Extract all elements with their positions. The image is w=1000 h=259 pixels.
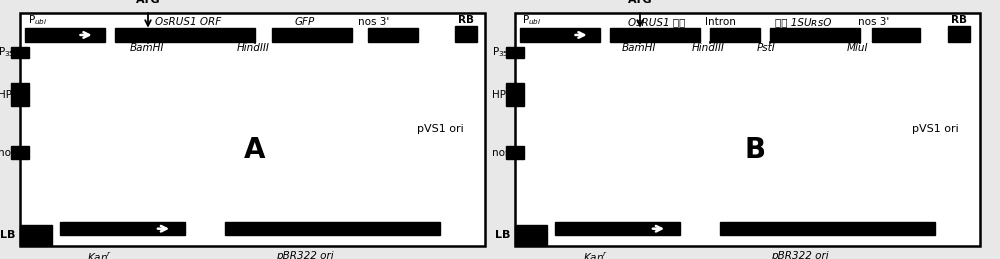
Text: LB: LB [0, 230, 15, 240]
Bar [115, 28, 255, 42]
Bar [368, 28, 418, 42]
Text: Intron: Intron [705, 17, 736, 27]
Text: HindIII: HindIII [692, 43, 725, 53]
Text: Kan$^{r}$: Kan$^{r}$ [87, 251, 113, 259]
Text: GFP: GFP [295, 17, 315, 27]
Text: RB: RB [458, 15, 474, 25]
Bar [515, 13, 980, 246]
Bar [11, 146, 29, 159]
Text: BamHI: BamHI [622, 43, 656, 53]
Bar [770, 28, 860, 42]
Text: nos 3': nos 3' [858, 17, 889, 27]
Bar [25, 28, 105, 42]
Bar [272, 28, 352, 42]
Bar [506, 146, 524, 159]
Bar [610, 28, 700, 42]
Text: PstI: PstI [757, 43, 776, 53]
Text: HindIII: HindIII [237, 43, 270, 53]
Bar [555, 222, 680, 235]
Text: pBR322 ori: pBR322 ori [276, 251, 334, 259]
Text: ATG: ATG [136, 0, 160, 5]
Text: LB: LB [495, 230, 510, 240]
Bar [948, 26, 970, 42]
Text: nos 3': nos 3' [358, 17, 389, 27]
Text: RB: RB [951, 15, 967, 25]
Text: pVS1 ori: pVS1 ori [912, 125, 958, 134]
Bar [20, 13, 485, 246]
Text: ATG: ATG [628, 0, 652, 5]
Bar [506, 47, 524, 58]
Text: P$_{35s}$: P$_{35s}$ [0, 46, 19, 60]
Text: 片段 1SUʀsO: 片段 1SUʀsO [775, 17, 831, 27]
Bar [520, 28, 600, 42]
Text: B: B [744, 136, 766, 164]
Text: P$_{35s}$: P$_{35s}$ [492, 46, 513, 60]
Text: Kan$^{r}$: Kan$^{r}$ [583, 251, 609, 259]
Text: pBR322 ori: pBR322 ori [771, 251, 829, 259]
Bar [11, 47, 29, 58]
Bar [506, 83, 524, 106]
Text: A: A [244, 136, 266, 164]
Bar [455, 26, 477, 42]
Bar [710, 28, 760, 42]
Text: P$_{ubi}$: P$_{ubi}$ [522, 13, 542, 27]
Bar [225, 222, 440, 235]
Text: pVS1 ori: pVS1 ori [417, 125, 463, 134]
Text: nos 3': nos 3' [492, 148, 523, 158]
Bar [872, 28, 920, 42]
Bar [60, 222, 185, 235]
Text: BamHI: BamHI [130, 43, 164, 53]
Text: OsRUS1 ORF: OsRUS1 ORF [155, 17, 221, 27]
Text: nos 3': nos 3' [0, 148, 29, 158]
Text: OsRUS1 片段: OsRUS1 片段 [628, 17, 685, 27]
Bar [11, 83, 29, 106]
Text: HPT: HPT [492, 90, 512, 99]
Text: HPT: HPT [0, 90, 18, 99]
Bar [515, 225, 547, 245]
Bar [720, 222, 935, 235]
Text: P$_{ubi}$: P$_{ubi}$ [28, 13, 48, 27]
Text: MluI: MluI [847, 43, 868, 53]
Bar [20, 225, 52, 245]
